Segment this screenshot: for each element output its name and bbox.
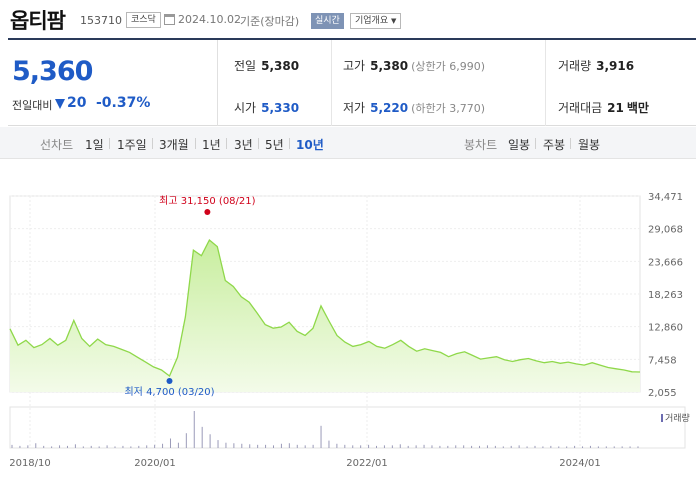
quote-basis: 기준(장마감)	[240, 15, 300, 28]
volume-legend: 거래량	[661, 411, 690, 424]
down-arrow-icon	[55, 99, 65, 109]
low-value: 5,220	[370, 101, 409, 115]
lower-limit: (하한가 3,770)	[411, 102, 485, 115]
price-line	[9, 238, 641, 378]
y-tick-label: 18,263	[648, 290, 683, 301]
x-tick-label: 2020/01	[134, 458, 176, 469]
open-label: 시가	[234, 101, 257, 115]
change-label: 전일대비	[12, 99, 53, 112]
company-overview-label: 기업개요	[355, 16, 389, 26]
trade-value-label: 거래대금	[558, 101, 603, 115]
tab-divider	[152, 138, 153, 149]
volume-value: 3,916	[596, 59, 635, 73]
y-tick-label: 7,458	[648, 355, 677, 366]
open-cell: 시가 5,330	[234, 99, 299, 116]
divider	[331, 40, 332, 126]
high-cell: 고가 5,380 (상한가 6,990)	[343, 57, 485, 74]
trade-value-unit: 백만	[626, 101, 649, 115]
prev-close-value: 5,380	[261, 59, 300, 73]
tab-1w[interactable]: 1주일	[117, 138, 147, 152]
period-tab-bar: 선차트 1일 1주일 3개월 1년 3년 5년 10년 봉차트 일봉 주봉 월봉	[0, 127, 696, 159]
prev-close-label: 전일	[234, 59, 257, 73]
high-annotation: 최고 31,150 (08/21)	[159, 195, 255, 207]
tab-divider	[195, 138, 196, 149]
tab-5y[interactable]: 5년	[265, 138, 284, 152]
volume-frame	[9, 406, 686, 449]
y-tick-label: 12,860	[648, 323, 683, 334]
prev-close-cell: 전일 5,380	[234, 57, 299, 74]
trade-value-cell: 거래대금 21 백만	[558, 99, 649, 116]
x-tick-label: 2018/10	[9, 458, 51, 469]
x-tick-label: 2022/01	[346, 458, 388, 469]
company-overview-button[interactable]: 기업개요 ▼	[350, 13, 402, 29]
market-badge: 코스닥	[126, 12, 161, 28]
volume-legend-label: 거래량	[665, 414, 690, 424]
low-annotation: 최저 4,700 (03/20)	[124, 386, 214, 398]
current-price: 5,360	[12, 56, 93, 87]
low-label: 저가	[343, 101, 366, 115]
tab-divider	[289, 138, 290, 149]
y-tick-label: 29,068	[648, 225, 683, 236]
tab-monthly-candle[interactable]: 월봉	[578, 138, 601, 152]
stock-name: 옵티팜	[10, 9, 66, 33]
calendar-icon	[164, 14, 175, 25]
y-tick-label: 2,055	[648, 388, 677, 399]
current-price-box: 5,360 전일대비 20 -0.37%	[8, 40, 218, 126]
price-chart-svg: 34,471 29,068 23,666 18,263 12,860 7,458 2,055…	[9, 192, 686, 469]
upper-limit: (상한가 6,990)	[411, 60, 485, 73]
volume-label: 거래량	[558, 59, 592, 73]
low-cell: 저가 5,220 (하한가 3,770)	[343, 99, 485, 116]
volume-legend-swatch	[661, 414, 663, 422]
x-tick-label: 2024/01	[559, 458, 601, 469]
tab-1y[interactable]: 1년	[202, 138, 221, 152]
realtime-button[interactable]: 실시간	[311, 13, 344, 29]
tab-10y[interactable]: 10년	[296, 138, 324, 152]
change-amount: 20	[67, 95, 87, 111]
y-tick-label: 23,666	[648, 257, 683, 268]
chevron-down-icon: ▼	[391, 17, 397, 25]
high-value: 5,380	[370, 59, 409, 73]
divider	[545, 40, 546, 126]
price-chart[interactable]: 34,471 29,068 23,666 18,263 12,860 7,458 2,055…	[0, 175, 696, 479]
tab-divider	[258, 138, 259, 149]
tab-divider	[570, 138, 571, 149]
tab-3y[interactable]: 3년	[234, 138, 253, 152]
tab-divider	[535, 138, 536, 149]
tab-weekly-candle[interactable]: 주봉	[543, 138, 566, 152]
tab-divider	[226, 138, 227, 149]
tab-daily-candle[interactable]: 일봉	[508, 138, 531, 152]
line-chart-label: 선차트	[40, 138, 74, 152]
quote-panel: 5,360 전일대비 20 -0.37% 전일 5,380 고가 5,380 (상한가…	[8, 38, 696, 126]
open-value: 5,330	[261, 101, 300, 115]
candle-chart-label: 봉차트	[464, 138, 498, 152]
stock-header: 옵티팜 153710 코스닥 2024.10.02 기준(장마감) 실시간 기업…	[0, 0, 696, 38]
low-marker	[166, 378, 173, 384]
quote-date: 2024.10.02	[178, 13, 241, 26]
tab-3m[interactable]: 3개월	[159, 138, 189, 152]
trade-value: 21	[607, 101, 624, 115]
tab-divider	[109, 138, 110, 149]
price-area	[10, 240, 640, 392]
change-percent: -0.37%	[96, 95, 151, 111]
tab-1d[interactable]: 1일	[85, 138, 104, 152]
volume-cell: 거래량 3,916	[558, 57, 634, 74]
stock-code: 153710	[80, 14, 122, 27]
high-label: 고가	[343, 59, 366, 73]
high-marker	[204, 209, 211, 215]
y-tick-label: 34,471	[648, 192, 683, 203]
